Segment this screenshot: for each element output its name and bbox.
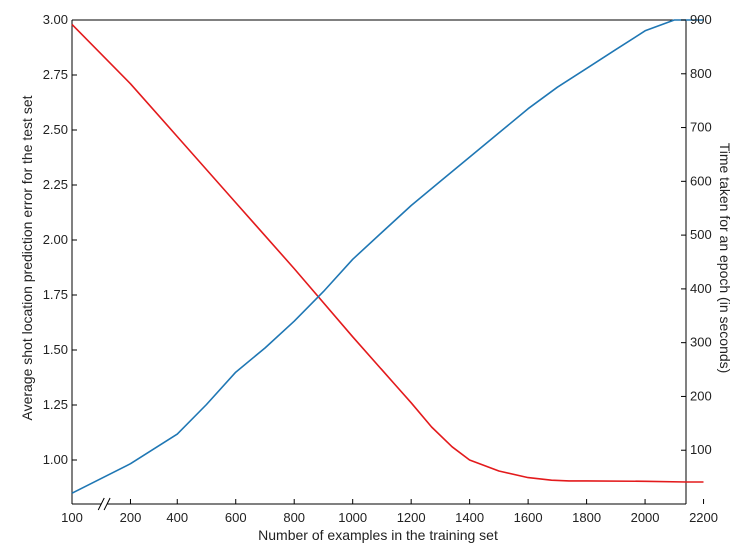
x-tick-label: 2000 [631, 510, 660, 525]
y-right-tick-label: 900 [690, 12, 712, 27]
y-left-tick-label: 1.00 [43, 452, 68, 467]
y-right-tick-label: 200 [690, 388, 712, 403]
y-left-tick-label: 1.75 [43, 287, 68, 302]
ticks-group: 100 200 400 600 800 1000 1200 1400 1600 1800 2000 2… [43, 12, 718, 525]
y-left-axis-label: Average shot location prediction error f… [19, 95, 35, 420]
y-left-tick-label: 2.75 [43, 67, 68, 82]
x-tick-label: 2200 [689, 510, 718, 525]
y-right-tick-label: 800 [690, 66, 712, 81]
x-tick-label: 100 [61, 510, 83, 525]
y-right-tick-label: 700 [690, 120, 712, 135]
axis-break-mark [103, 497, 111, 511]
y-right-tick-label: 300 [690, 335, 712, 350]
x-axis-label: Number of examples in the training set [258, 527, 498, 543]
y-right-axis-label: Time taken for an epoch (in seconds) [717, 143, 733, 374]
x-tick-label: 1600 [514, 510, 543, 525]
time-series-line [71, 19, 704, 494]
y-right-tick-label: 600 [690, 173, 712, 188]
y-left-tick-label: 2.25 [43, 177, 68, 192]
x-tick-label: 1400 [455, 510, 484, 525]
y-right-tick-label: 400 [690, 281, 712, 296]
y-left-tick-label: 1.50 [43, 342, 68, 357]
y-left-tick-label: 2.50 [43, 122, 68, 137]
x-tick-label: 800 [283, 510, 305, 525]
y-left-tick-label: 3.00 [43, 12, 68, 27]
series-group [71, 19, 704, 494]
x-tick-label: 200 [120, 510, 142, 525]
y-right-tick-label: 100 [690, 442, 712, 457]
x-tick-label: 1200 [397, 510, 426, 525]
axes [71, 19, 687, 511]
axis-break-mark [97, 497, 105, 511]
x-tick-label: 1800 [572, 510, 601, 525]
x-tick-label: 400 [166, 510, 188, 525]
x-tick-label: 1000 [338, 510, 367, 525]
error-series-line [71, 23, 704, 483]
x-tick-label: 600 [225, 510, 247, 525]
y-right-tick-label: 500 [690, 227, 712, 242]
y-left-tick-label: 1.25 [43, 397, 68, 412]
y-left-tick-label: 2.00 [43, 232, 68, 247]
